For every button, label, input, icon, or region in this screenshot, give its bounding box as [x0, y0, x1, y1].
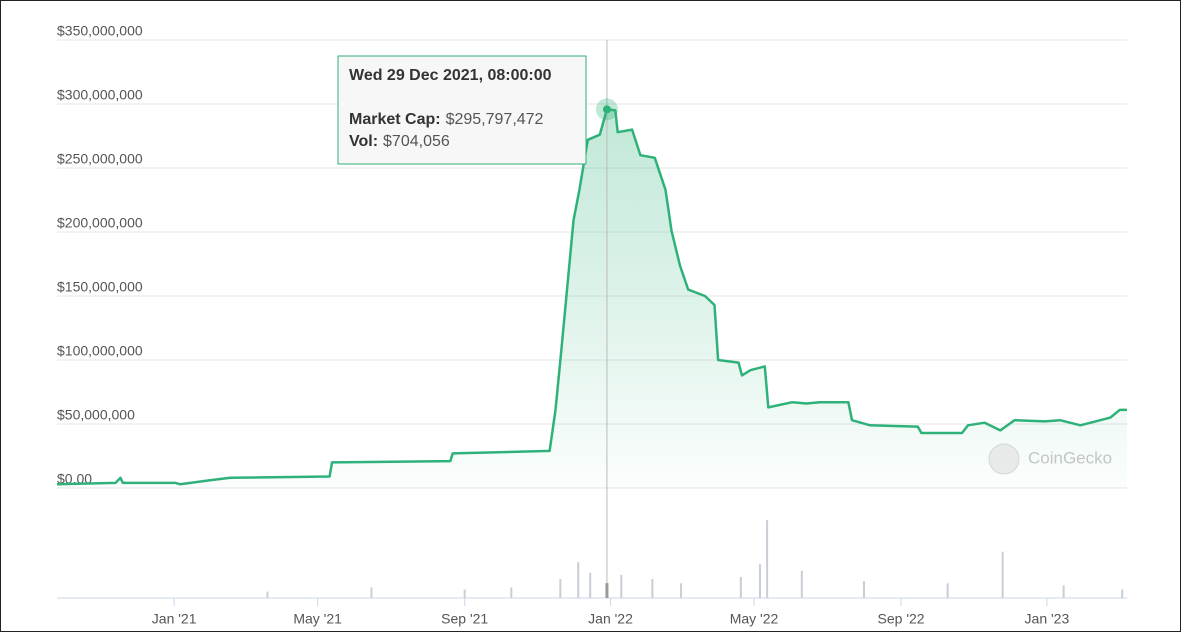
watermark: CoinGecko [988, 443, 1112, 475]
volume-bar [758, 564, 761, 598]
x-tick-label: May '22 [730, 611, 779, 627]
volume-bar [463, 589, 466, 598]
volume-bar [510, 587, 513, 598]
y-tick-label: $150,000,000 [57, 279, 143, 295]
volume-bar [680, 583, 683, 598]
volume-bar [1001, 551, 1004, 598]
line [56, 108, 1127, 486]
volume-bar [651, 579, 654, 598]
watermark-logo [988, 443, 1020, 475]
volume-bar [370, 587, 373, 598]
volume-bar [577, 562, 580, 598]
x-tick-label: May '21 [293, 611, 342, 627]
y-tick-label: $200,000,000 [57, 215, 143, 231]
volume-bar [1062, 585, 1065, 598]
y-tick-label: $100,000,000 [57, 343, 143, 359]
tooltip-title: Wed 29 Dec 2021, 08:00:00 [349, 67, 552, 84]
area [57, 109, 1127, 489]
volume-bar [620, 574, 623, 598]
y-tick-label: $300,000,000 [57, 87, 143, 103]
volume-bar [739, 576, 742, 598]
volume-bar [1121, 589, 1124, 598]
watermark-text: CoinGecko [1028, 448, 1112, 467]
tooltip-value: $704,056 [383, 133, 450, 150]
y-tick-label: $350,000,000 [57, 23, 143, 39]
tooltip: Wed 29 Dec 2021, 08:00:00 Market Cap: $295… [337, 55, 587, 165]
hover-point [602, 105, 611, 114]
volume-bar [266, 591, 269, 598]
hover-volume [605, 583, 609, 598]
tooltip-label: Market Cap: [349, 111, 441, 128]
x-tick-label: Jan '22 [588, 611, 633, 627]
tooltip-label: Vol: [349, 133, 378, 150]
x-tick-label: Sep '21 [441, 611, 488, 627]
y-tick-label: $50,000,000 [57, 407, 135, 423]
tooltip-box [337, 55, 587, 165]
volume-bar [946, 583, 949, 598]
x-tick-label: Jan '23 [1025, 611, 1070, 627]
x-tick-label: Sep '22 [878, 611, 925, 627]
tooltip-value: $295,797,472 [446, 111, 544, 128]
volume-bar [862, 581, 865, 598]
volume-bar [766, 520, 769, 598]
y-tick-label: $250,000,000 [57, 151, 143, 167]
x-tick-label: Jan '21 [152, 611, 197, 627]
volume-bar [559, 579, 562, 598]
volume-bar [800, 570, 803, 598]
volume-bar [589, 572, 592, 598]
